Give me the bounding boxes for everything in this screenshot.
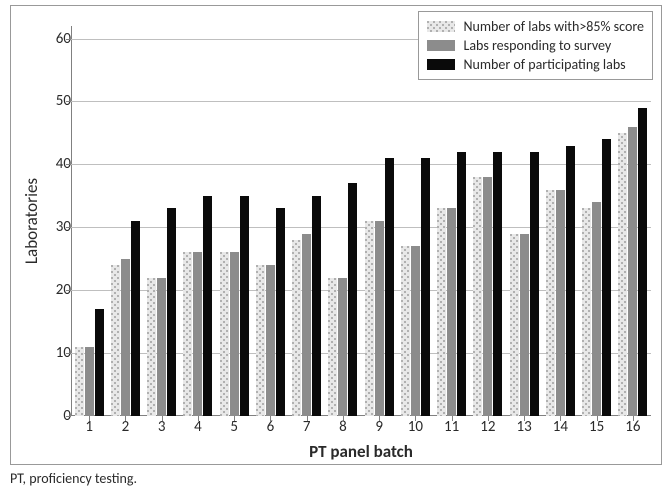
legend-label: Labs responding to survey <box>463 37 611 54</box>
x-axis-title: PT panel batch <box>309 441 413 462</box>
legend: Number of labs with>85% score Labs respon… <box>418 11 653 80</box>
gridline <box>71 164 651 165</box>
bar <box>421 158 430 416</box>
bar <box>592 202 601 416</box>
bar <box>266 265 275 416</box>
bar <box>375 221 384 416</box>
bar <box>157 278 166 416</box>
plot-region <box>71 26 651 416</box>
bar <box>638 108 647 416</box>
y-tick-mark <box>66 353 71 354</box>
bar <box>546 190 555 416</box>
gridline <box>71 101 651 102</box>
y-tick-mark <box>66 227 71 228</box>
y-axis-title: Laboratories <box>21 178 42 264</box>
bar <box>183 252 192 416</box>
bar <box>447 208 456 416</box>
x-tick-label: 9 <box>375 418 383 436</box>
bar <box>473 177 482 416</box>
bar <box>203 196 212 416</box>
bar <box>556 190 565 416</box>
bar <box>530 152 539 416</box>
x-tick-label: 13 <box>517 418 532 436</box>
bar <box>75 347 84 416</box>
bar <box>167 208 176 416</box>
x-tick-label: 12 <box>480 418 495 436</box>
bar <box>483 177 492 416</box>
bar <box>628 127 637 416</box>
bar <box>582 208 591 416</box>
bar <box>85 347 94 416</box>
bar <box>302 234 311 416</box>
x-tick-label: 8 <box>339 418 347 436</box>
x-tick-label: 4 <box>194 418 202 436</box>
y-tick-mark <box>66 416 71 417</box>
bar <box>510 234 519 416</box>
bar <box>401 246 410 416</box>
bar <box>220 252 229 416</box>
bar <box>411 246 420 416</box>
bar <box>193 252 202 416</box>
legend-item: Number of participating labs <box>427 56 644 73</box>
bar <box>457 152 466 416</box>
x-tick-label: 11 <box>444 418 459 436</box>
legend-item: Number of labs with>85% score <box>427 18 644 35</box>
x-axis: 12345678910111213141516 <box>71 418 651 438</box>
x-tick-label: 16 <box>625 418 640 436</box>
x-tick-label: 3 <box>158 418 166 436</box>
y-axis-line <box>71 26 72 416</box>
y-tick-mark <box>66 39 71 40</box>
bar <box>230 252 239 416</box>
x-tick-label: 10 <box>408 418 423 436</box>
bar <box>602 139 611 416</box>
bar <box>292 240 301 416</box>
y-tick-mark <box>66 164 71 165</box>
legend-label: Number of labs with>85% score <box>463 18 644 35</box>
x-tick-label: 14 <box>553 418 568 436</box>
bar <box>385 158 394 416</box>
footnote: PT, proficiency testing. <box>10 470 137 487</box>
legend-swatch <box>427 21 455 32</box>
bar <box>328 278 337 416</box>
x-tick-label: 5 <box>230 418 238 436</box>
bar <box>276 208 285 416</box>
bar <box>566 146 575 416</box>
x-tick-label: 6 <box>267 418 275 436</box>
bar <box>338 278 347 416</box>
bar <box>437 208 446 416</box>
y-axis: 0102030405060 <box>51 26 71 416</box>
y-tick-mark <box>66 290 71 291</box>
bar <box>348 183 357 416</box>
bar <box>520 234 529 416</box>
legend-swatch <box>427 40 455 51</box>
x-tick-label: 7 <box>303 418 311 436</box>
bar <box>365 221 374 416</box>
bar <box>240 196 249 416</box>
x-tick-label: 15 <box>589 418 604 436</box>
bar <box>618 133 627 416</box>
bar <box>121 259 130 416</box>
bar <box>256 265 265 416</box>
figure-container: Number of labs with>85% score Labs respon… <box>0 0 670 504</box>
bar <box>147 278 156 416</box>
bar <box>131 221 140 416</box>
legend-label: Number of participating labs <box>463 56 625 73</box>
y-tick-mark <box>66 101 71 102</box>
bar <box>111 265 120 416</box>
x-tick-label: 2 <box>122 418 130 436</box>
chart-border: Number of labs with>85% score Labs respon… <box>10 5 662 465</box>
legend-item: Labs responding to survey <box>427 37 644 54</box>
bar <box>493 152 502 416</box>
legend-swatch <box>427 59 455 70</box>
bar <box>312 196 321 416</box>
bar <box>95 309 104 416</box>
x-tick-label: 1 <box>85 418 93 436</box>
